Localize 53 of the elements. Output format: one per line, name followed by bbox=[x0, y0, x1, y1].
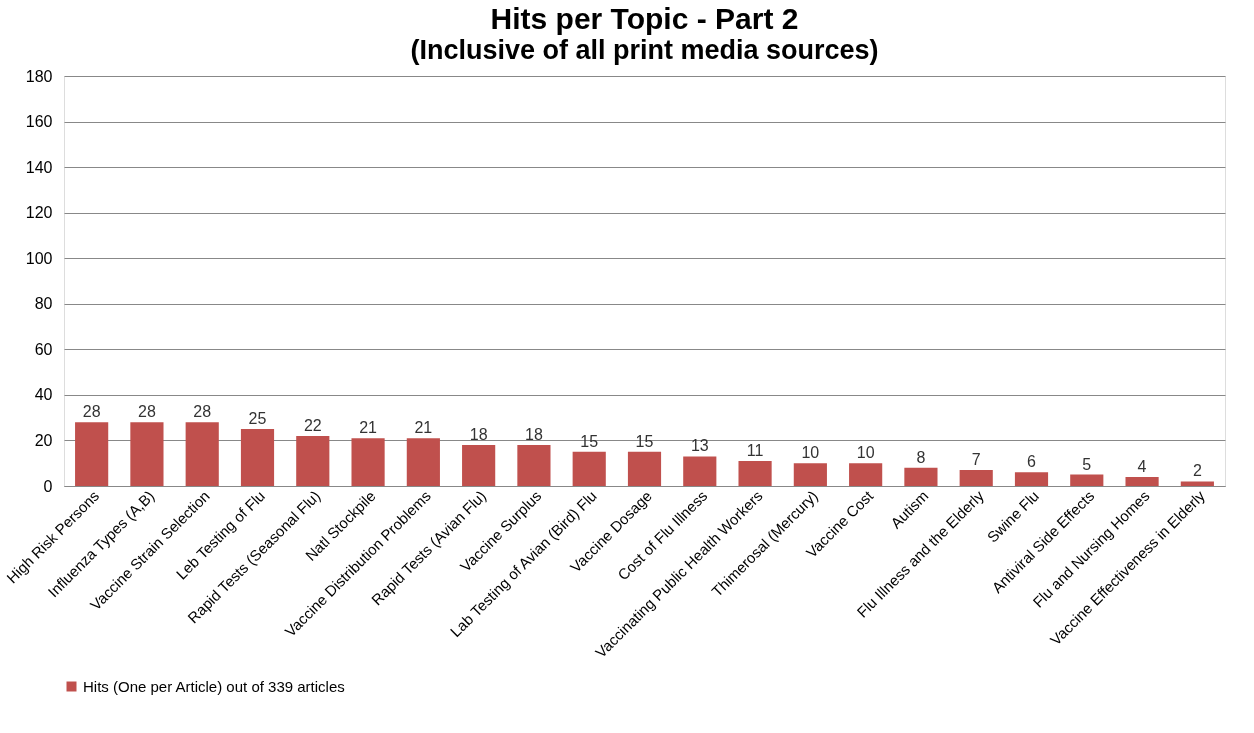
bar bbox=[296, 435, 330, 486]
chart-subtitle: (Inclusive of all print media sources) bbox=[410, 35, 879, 65]
bar bbox=[406, 438, 440, 486]
y-tick-label: 100 bbox=[25, 249, 53, 267]
data-label: 21 bbox=[359, 419, 378, 437]
bar bbox=[793, 463, 827, 486]
bar bbox=[849, 463, 883, 486]
data-label: 10 bbox=[801, 444, 820, 462]
data-label: 25 bbox=[248, 410, 267, 428]
data-label: 7 bbox=[971, 451, 981, 469]
y-tick-label: 0 bbox=[43, 477, 53, 495]
y-tick-label: 80 bbox=[34, 295, 53, 313]
data-label: 5 bbox=[1082, 455, 1092, 473]
chart-title: Hits per Topic - Part 2 bbox=[490, 2, 799, 35]
bar bbox=[75, 422, 109, 486]
data-label: 22 bbox=[303, 416, 322, 434]
bar bbox=[627, 451, 662, 486]
data-label: 6 bbox=[1027, 453, 1037, 471]
y-tick-label: 140 bbox=[25, 158, 53, 176]
bar bbox=[462, 445, 496, 486]
y-tick-label: 40 bbox=[34, 386, 53, 404]
bar bbox=[683, 456, 717, 486]
bar bbox=[1125, 476, 1159, 486]
data-label: 18 bbox=[469, 426, 488, 443]
data-label: 13 bbox=[690, 437, 709, 455]
bar bbox=[1070, 474, 1104, 486]
data-label: 8 bbox=[916, 448, 926, 466]
data-label: 4 bbox=[1137, 457, 1147, 475]
bar bbox=[904, 467, 938, 486]
bar bbox=[240, 429, 275, 486]
bar bbox=[738, 460, 772, 486]
legend-label: Hits (One per Article) out of 339 articles bbox=[83, 677, 345, 695]
bar bbox=[572, 451, 606, 486]
y-tick-label: 60 bbox=[34, 340, 53, 358]
bar bbox=[185, 422, 219, 486]
bar bbox=[1180, 481, 1214, 486]
data-label: 21 bbox=[414, 419, 433, 437]
bar bbox=[959, 470, 993, 486]
data-label: 28 bbox=[193, 403, 212, 421]
bar bbox=[1014, 472, 1049, 486]
y-tick-label: 180 bbox=[25, 67, 53, 85]
data-label: 28 bbox=[138, 403, 156, 421]
y-tick-label: 20 bbox=[34, 431, 53, 449]
bar bbox=[130, 422, 164, 486]
data-label: 18 bbox=[525, 426, 543, 443]
y-tick-label: 160 bbox=[25, 113, 53, 131]
y-tick-label: 120 bbox=[25, 204, 53, 222]
data-label: 10 bbox=[856, 444, 875, 462]
bar bbox=[517, 445, 551, 486]
data-label: 2 bbox=[1192, 462, 1202, 480]
data-label: 28 bbox=[82, 403, 101, 421]
bar bbox=[351, 438, 385, 486]
data-label: 11 bbox=[746, 441, 764, 459]
